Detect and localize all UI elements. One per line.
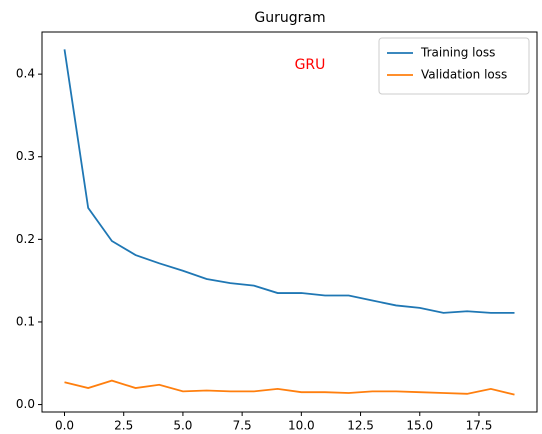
x-tick-label: 5.0 (173, 419, 192, 433)
y-tick-label: 0.0 (16, 397, 35, 411)
y-tick-label: 0.4 (16, 67, 35, 81)
x-tick-label: 0.0 (55, 419, 74, 433)
x-tick-label: 12.5 (347, 419, 374, 433)
legend-box (378, 37, 530, 95)
x-tick-label: 10.0 (288, 419, 315, 433)
axes-frame (41, 31, 538, 413)
annotation: GRU (295, 57, 326, 73)
x-tick-label: 7.5 (233, 419, 252, 433)
series-line (63, 49, 515, 314)
chart-title: Gurugram (254, 10, 325, 26)
series-line (64, 379, 515, 396)
legend-label: Validation loss (421, 68, 507, 82)
x-tick-label: 2.5 (114, 419, 133, 433)
y-tick-label: 0.1 (16, 314, 35, 328)
y-tick-label: 0.2 (16, 232, 35, 246)
x-tick-label: 17.5 (466, 419, 493, 433)
y-tick-label: 0.3 (16, 149, 35, 163)
x-tick-label: 15.0 (406, 419, 433, 433)
legend-label: Training loss (420, 46, 495, 60)
